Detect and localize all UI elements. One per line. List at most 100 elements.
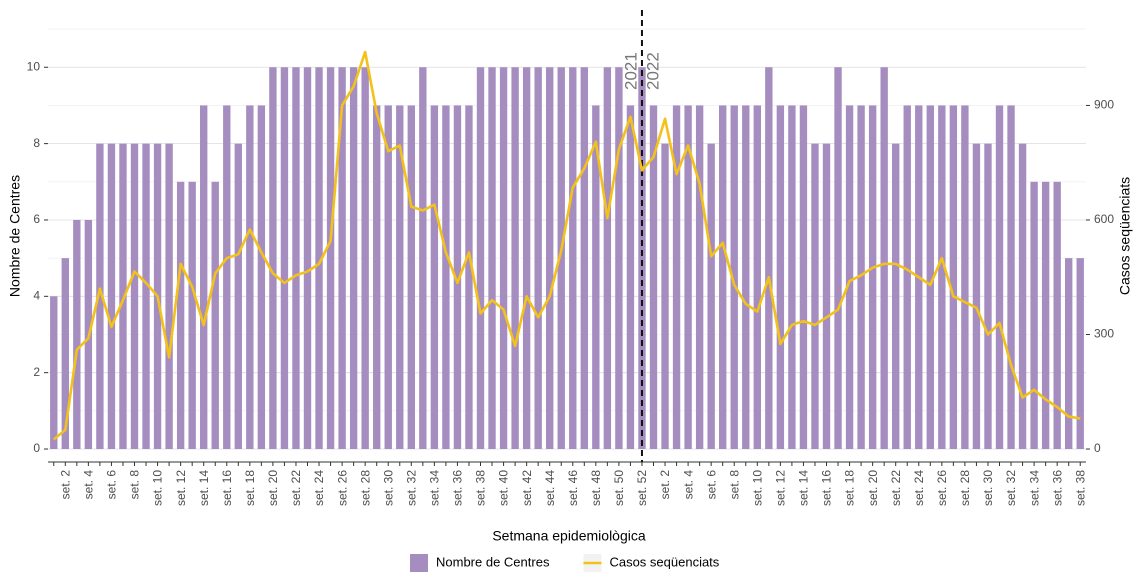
bar xyxy=(719,105,727,450)
x-axis-title: Setmana epidemiològica xyxy=(492,528,646,544)
bar xyxy=(788,105,796,450)
bar xyxy=(165,143,173,450)
bar xyxy=(211,181,219,450)
bar xyxy=(984,143,992,450)
bar xyxy=(672,105,681,450)
bar xyxy=(107,143,116,450)
bar xyxy=(442,105,450,450)
x-tick-label: set. 12 xyxy=(174,470,188,506)
x-tick-label: set. 28 xyxy=(958,470,972,506)
bar xyxy=(661,143,669,450)
bar xyxy=(961,105,969,450)
bar xyxy=(972,143,981,450)
bar xyxy=(811,143,819,450)
bar xyxy=(569,67,577,450)
bar xyxy=(1065,258,1073,450)
x-tick-label: set. 14 xyxy=(797,470,811,506)
x-tick-label: set. 26 xyxy=(335,470,349,506)
x-tick-label: set. 4 xyxy=(681,470,695,500)
x-tick-label: set. 42 xyxy=(520,470,534,506)
bar xyxy=(1030,181,1038,450)
bar xyxy=(315,67,323,450)
x-tick-label: set. 4 xyxy=(82,470,96,500)
bar xyxy=(142,143,150,450)
x-tick-label: set. 32 xyxy=(1004,470,1018,506)
legend-label: Casos seqüenciats xyxy=(609,554,719,569)
bar xyxy=(130,143,139,450)
bar xyxy=(234,143,242,450)
y2-tick-label: 0 xyxy=(1094,441,1101,455)
x-tick-label: set. 20 xyxy=(266,470,280,506)
bar xyxy=(280,67,289,450)
bar xyxy=(419,67,427,450)
x-tick-label: set. 30 xyxy=(381,470,395,506)
y-tick-label: 8 xyxy=(33,136,40,150)
bar xyxy=(223,105,231,450)
x-tick-label: set. 40 xyxy=(497,470,511,506)
bar xyxy=(557,67,565,450)
bar xyxy=(522,67,531,450)
x-tick-label: set. 12 xyxy=(774,470,788,506)
x-tick-label: set. 16 xyxy=(820,470,834,506)
bar xyxy=(1018,143,1027,450)
x-tick-label: set. 26 xyxy=(935,470,949,506)
bar xyxy=(188,181,196,450)
bar xyxy=(96,143,104,450)
bar xyxy=(1041,181,1050,450)
x-tick-label: set. 36 xyxy=(1050,470,1064,506)
bar xyxy=(938,105,946,450)
bar xyxy=(649,105,658,450)
x-tick-label: set. 34 xyxy=(1027,470,1041,506)
legend-swatch xyxy=(410,554,428,572)
bar xyxy=(580,67,588,450)
bar xyxy=(546,67,554,450)
bar xyxy=(396,105,404,450)
legend-label: Nombre de Centres xyxy=(436,554,550,569)
bar xyxy=(1053,181,1061,450)
bar xyxy=(361,67,369,450)
bar xyxy=(880,67,888,450)
y-tick-label: 4 xyxy=(33,288,40,302)
x-tick-label: set. 6 xyxy=(704,470,718,500)
bar xyxy=(707,143,715,450)
x-tick-label: set. 30 xyxy=(981,470,995,506)
bar xyxy=(119,143,127,450)
y2-tick-label: 300 xyxy=(1094,327,1114,341)
y-tick-label: 6 xyxy=(33,212,40,226)
bar xyxy=(499,67,508,450)
bar xyxy=(592,105,600,450)
x-tick-label: set. 22 xyxy=(289,470,303,506)
x-tick-label: set. 16 xyxy=(220,470,234,506)
bar xyxy=(892,143,900,450)
bar xyxy=(638,67,646,450)
x-tick-label: set. 14 xyxy=(197,470,211,506)
bar xyxy=(269,67,277,450)
x-tick-label: set. 28 xyxy=(358,470,372,506)
bar xyxy=(626,105,635,450)
bar xyxy=(326,67,335,450)
x-tick-label: set. 2 xyxy=(58,470,72,500)
x-tick-label: set. 52 xyxy=(635,470,649,506)
bar xyxy=(50,296,58,450)
x-tick-label: set. 10 xyxy=(151,470,165,506)
x-tick-label: set. 32 xyxy=(404,470,418,506)
bar xyxy=(822,143,831,450)
x-tick-label: set. 44 xyxy=(543,470,557,506)
bar xyxy=(476,67,485,450)
x-tick-label: set. 36 xyxy=(451,470,465,506)
bar xyxy=(926,105,934,450)
divider-label: 2022 xyxy=(643,52,662,90)
bar xyxy=(903,105,911,450)
bar xyxy=(246,105,254,450)
bar xyxy=(1076,258,1084,450)
bar xyxy=(765,67,773,450)
bar xyxy=(534,67,542,450)
x-tick-label: set. 8 xyxy=(727,470,741,500)
y-tick-label: 10 xyxy=(27,59,41,73)
bar xyxy=(603,67,612,450)
bar xyxy=(684,105,692,450)
divider-label: 2021 xyxy=(621,52,640,90)
y-axis-title: Nombre de Centres xyxy=(7,175,23,297)
bar xyxy=(730,105,738,450)
